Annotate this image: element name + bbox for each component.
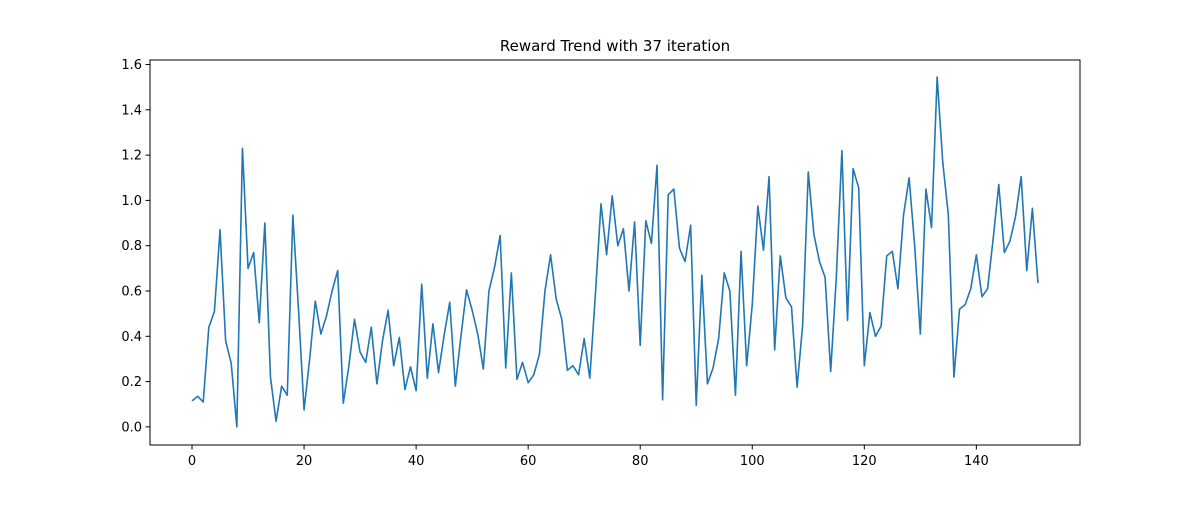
y-tick-label: 1.6 <box>121 58 142 73</box>
y-tick-label: 1.4 <box>121 103 142 118</box>
x-tick-label: 140 <box>964 454 989 469</box>
y-tick-label: 1.2 <box>121 149 142 164</box>
plot-frame <box>149 59 1081 446</box>
x-axis-ticks: 0 20 40 60 80 100 120 140 <box>188 445 989 469</box>
x-tick-label: 80 <box>632 454 649 469</box>
y-axis-ticks: 0.0 0.2 0.4 0.6 0.8 1.0 1.2 1.4 1.6 <box>121 58 150 435</box>
y-tick-label: 0.6 <box>121 285 142 300</box>
y-tick-label: 0.4 <box>121 330 142 345</box>
x-tick-label: 60 <box>520 454 537 469</box>
series-layer <box>191 76 1039 428</box>
y-tick-label: 0.2 <box>121 375 142 390</box>
x-tick-label: 20 <box>296 454 313 469</box>
x-tick-label: 120 <box>852 454 877 469</box>
series-line <box>191 76 1039 428</box>
y-tick-label: 1.0 <box>121 194 142 209</box>
x-tick-label: 100 <box>740 454 765 469</box>
chart-title: Reward Trend with 37 iteration <box>500 37 730 55</box>
x-tick-label: 40 <box>408 454 425 469</box>
x-tick-label: 0 <box>188 454 196 469</box>
y-tick-label: 0.8 <box>121 239 142 254</box>
y-tick-label: 0.0 <box>121 420 142 435</box>
